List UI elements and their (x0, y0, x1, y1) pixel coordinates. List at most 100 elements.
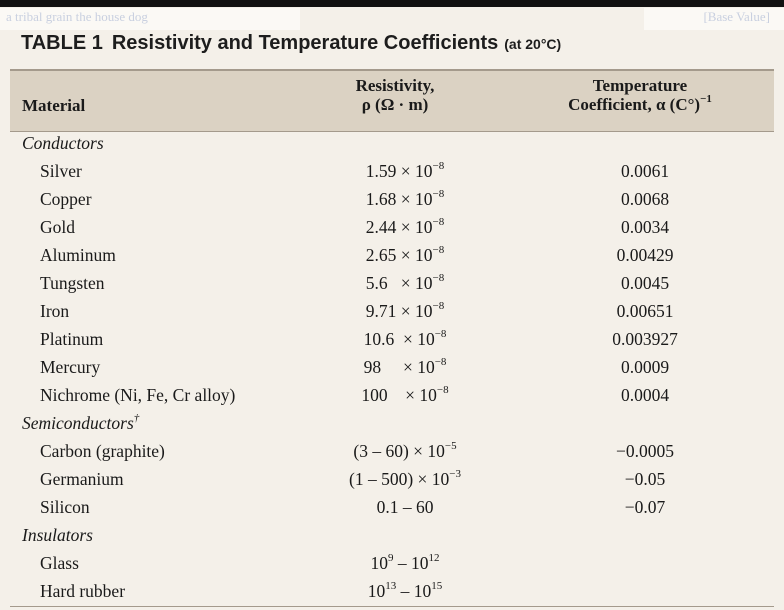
resistivity-mantissa: (1 – 500) × 10 (349, 469, 450, 489)
material-name: Glass (40, 553, 79, 573)
table-row: Aluminum 2.65 × 10−8 0.00429 (10, 241, 774, 269)
category-text: Insulators (22, 525, 93, 545)
temperature-coefficient: −0.07 (624, 497, 666, 517)
resistivity-value: 2.44 × 10−8 (310, 213, 500, 241)
range-base-high: 10 (411, 553, 429, 573)
top-bar (0, 0, 784, 7)
resistivity-value: 1.59 × 10−8 (310, 157, 500, 185)
header-tc-exponent: −1 (700, 93, 712, 106)
table-row: Hard rubber 1013 – 1015 (10, 577, 774, 605)
range-base-low: 10 (367, 581, 386, 601)
resistivity-exponent: −5 (444, 440, 457, 453)
resistivity-exponent: −8 (436, 384, 449, 397)
material-name: Mercury (40, 357, 101, 377)
category-label: Insulators (22, 521, 93, 549)
range-dash: – (393, 553, 411, 573)
temperature-coefficient: 0.0034 (620, 217, 670, 237)
resistivity-mantissa: 9.71 × 10 (365, 301, 433, 321)
category-text: Semiconductors (22, 413, 134, 433)
range-exp-low: 9 (388, 552, 394, 565)
resistivity-value: 0.1 – 60 (310, 493, 500, 521)
resistivity-value: (1 – 500) × 10−3 (310, 465, 500, 493)
table-subtitle: (at 20°C) (504, 36, 562, 52)
resistivity-value: 109 – 1012 (310, 549, 500, 577)
dagger-mark: † (133, 412, 140, 425)
resistivity-mantissa: 10.6 × 10 (363, 329, 435, 349)
table-row: Mercury 98 × 10−8 0.0009 (10, 353, 774, 381)
header-temperature-coefficient: Temperature Coefficient, α (C°)−1 (540, 76, 740, 114)
material-name: Copper (40, 189, 92, 209)
range-exp-high: 15 (431, 580, 443, 593)
table-row: Copper 1.68 × 10−8 0.0068 (10, 185, 774, 213)
resistivity-mantissa: 0.1 – 60 (376, 497, 434, 517)
table-row: Iron 9.71 × 10−8 0.00651 (10, 297, 774, 325)
resistivity-exponent: −3 (449, 468, 461, 481)
temperature-coefficient: 0.00651 (616, 301, 674, 321)
temperature-coefficient: 0.003927 (612, 329, 678, 349)
resistivity-mantissa: 98 × 10 (363, 357, 435, 377)
resistivity-exponent: −8 (434, 356, 447, 369)
header-resistivity: Resistivity, ρ (Ω · m) (310, 76, 480, 114)
resistivity-value: 1.68 × 10−8 (310, 185, 500, 213)
temperature-coefficient: 0.0004 (620, 385, 670, 405)
temperature-coefficient: 0.0061 (620, 161, 670, 181)
temperature-coefficient: 0.0045 (620, 273, 670, 293)
category-text: Conductors (22, 133, 104, 153)
material-name: Hard rubber (40, 581, 126, 601)
table-row: Glass 109 – 1012 (10, 549, 774, 577)
table-bottom-rule (10, 606, 774, 607)
table-row: Nichrome (Ni, Fe, Cr alloy) 100 × 10−8 0.0… (10, 381, 774, 409)
resistivity-mantissa: 5.6 × 10 (365, 273, 433, 293)
resistivity-value: 2.65 × 10−8 (310, 241, 500, 269)
table-row: Tungsten 5.6 × 10−8 0.0045 (10, 269, 774, 297)
material-name: Aluminum (40, 245, 116, 265)
resistivity-exponent: −8 (434, 328, 447, 341)
table-row: Gold 2.44 × 10−8 0.0034 (10, 213, 774, 241)
resistivity-value: 10.6 × 10−8 (310, 325, 500, 353)
resistivity-exponent: −8 (432, 300, 445, 313)
range-base-low: 10 (370, 553, 389, 573)
resistivity-exponent: −8 (432, 244, 445, 257)
resistivity-mantissa: 1.59 × 10 (365, 161, 433, 181)
temperature-coefficient: 0.00429 (616, 245, 674, 265)
header-tc-text: Coefficient, α (C°) (568, 95, 701, 114)
temperature-coefficient: −0.0005 (616, 441, 674, 461)
header-resistivity-line2: ρ (Ω · m) (361, 95, 429, 114)
resistivity-value: 1013 – 1015 (310, 577, 500, 605)
table-number: TABLE 1 (21, 32, 103, 54)
resistivity-mantissa: 2.65 × 10 (365, 245, 433, 265)
range-exp-low: 13 (385, 580, 397, 593)
header-bottom-rule (10, 131, 774, 132)
temperature-coefficient: 0.0009 (620, 357, 670, 377)
temperature-coefficient (570, 549, 720, 577)
material-name: Platinum (40, 329, 104, 349)
resistivity-mantissa: 1.68 × 10 (365, 189, 433, 209)
header-tc-line2: Coefficient, α (C°)−1 (540, 93, 740, 114)
material-name: Silicon (40, 497, 90, 517)
material-name: Gold (40, 217, 75, 237)
table-header (10, 71, 774, 131)
faint-text-left: a tribal grain the house dog (6, 9, 148, 24)
material-name: Germanium (40, 469, 124, 489)
header-tc-line1: Temperature (592, 76, 688, 95)
material-name: Iron (40, 301, 70, 321)
resistivity-exponent: −8 (432, 188, 445, 201)
temperature-coefficient: −0.05 (624, 469, 666, 489)
range-exp-high: 12 (428, 552, 440, 565)
material-name: Nichrome (Ni, Fe, Cr alloy) (40, 385, 236, 405)
resistivity-mantissa: 100 × 10 (361, 385, 437, 405)
category-row: Insulators (10, 521, 774, 549)
resistivity-value: 100 × 10−8 (310, 381, 500, 409)
category-row: Conductors (10, 129, 774, 157)
resistivity-value: 5.6 × 10−8 (310, 269, 500, 297)
resistivity-exponent: −8 (432, 272, 445, 285)
table-top-rule (10, 69, 774, 71)
resistivity-mantissa: (3 – 60) × 10 (353, 441, 445, 461)
faint-header-right (644, 8, 784, 30)
temperature-coefficient (570, 577, 720, 605)
material-name: Tungsten (40, 273, 105, 293)
range-base-high: 10 (413, 581, 432, 601)
faint-header-left (0, 8, 300, 30)
header-material: Material (22, 96, 86, 115)
table-row: Carbon (graphite) (3 – 60) × 10−5 −0.0005 (10, 437, 774, 465)
